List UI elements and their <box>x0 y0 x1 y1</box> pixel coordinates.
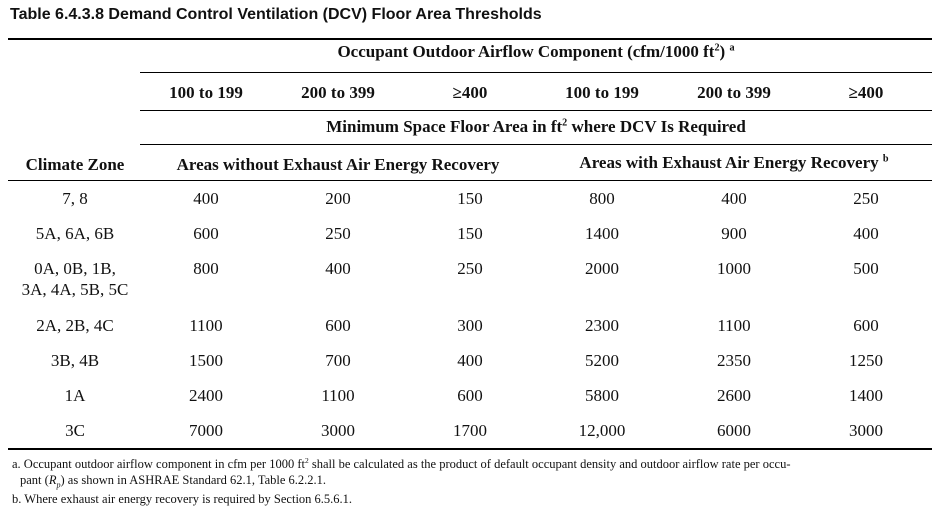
footnote-a: a. Occupant outdoor airflow component in… <box>12 455 791 490</box>
table-cell: 400 <box>325 259 351 278</box>
table-cell: 400 <box>721 189 747 208</box>
range-header: ≥400 <box>452 83 488 102</box>
range-header: 100 to 199 <box>169 83 243 102</box>
table-title: Table 6.4.3.8 Demand Control Ventilation… <box>10 6 542 23</box>
table-cell: 250 <box>325 224 351 243</box>
range-header: 200 to 399 <box>697 83 771 102</box>
table-cell: 2000 <box>585 259 619 278</box>
climate-zone-cell: 3C <box>65 421 85 440</box>
climate-zone-cell: 3B, 4B <box>50 351 100 370</box>
table-cell: 300 <box>457 316 483 335</box>
table-cell: 400 <box>193 189 219 208</box>
table-cell: 12,000 <box>578 421 626 440</box>
table-cell: 2350 <box>717 351 751 370</box>
header-rule-1 <box>140 72 932 73</box>
min-floor-area-header: Minimum Space Floor Area in ft2 where DC… <box>326 117 746 136</box>
table-bottom-rule <box>8 448 932 450</box>
table-cell: 6000 <box>717 421 751 440</box>
table-cell: 2400 <box>189 386 223 405</box>
table-cell: 800 <box>589 189 615 208</box>
occupant-airflow-header: Occupant Outdoor Airflow Component (cfm/… <box>337 42 735 61</box>
range-header: 100 to 199 <box>565 83 639 102</box>
table-cell: 1100 <box>717 316 751 335</box>
table-cell: 1500 <box>189 351 223 370</box>
table-cell: 400 <box>853 224 879 243</box>
footnote-b: b. Where exhaust air energy recovery is … <box>12 492 353 506</box>
range-header: 200 to 399 <box>301 83 375 102</box>
table-cell: 1000 <box>717 259 751 278</box>
table-cell: 3000 <box>849 421 883 440</box>
table-cell: 800 <box>193 259 219 278</box>
table-cell: 1700 <box>453 421 487 440</box>
header-rule-2 <box>140 110 932 111</box>
table-cell: 600 <box>457 386 483 405</box>
header-rule-3 <box>140 144 932 145</box>
table-cell: 150 <box>457 224 483 243</box>
climate-zone-cell: 3A, 4A, 5B, 5C <box>21 280 129 299</box>
table-cell: 1250 <box>849 351 883 370</box>
table-cell: 5200 <box>585 351 619 370</box>
table-cell: 250 <box>853 189 879 208</box>
table-cell: 700 <box>325 351 351 370</box>
with-recovery-header: Areas with Exhaust Air Energy Recovery b <box>579 153 889 172</box>
without-recovery-header: Areas without Exhaust Air Energy Recover… <box>176 155 500 174</box>
table-cell: 600 <box>193 224 219 243</box>
table-cell: 400 <box>457 351 483 370</box>
table-cell: 600 <box>325 316 351 335</box>
table-cell: 7000 <box>189 421 223 440</box>
table-cell: 3000 <box>321 421 355 440</box>
climate-zone-cell: 5A, 6A, 6B <box>35 224 115 243</box>
table-cell: 1400 <box>849 386 883 405</box>
climate-zone-header: Climate Zone <box>25 155 125 174</box>
table-cell: 1100 <box>321 386 355 405</box>
table-cell: 1400 <box>585 224 619 243</box>
top-rule <box>8 38 932 40</box>
table-cell: 2300 <box>585 316 619 335</box>
range-header: ≥400 <box>848 83 884 102</box>
table-cell: 150 <box>457 189 483 208</box>
table-cell: 200 <box>325 189 351 208</box>
table-cell: 250 <box>457 259 483 278</box>
table-cell: 1100 <box>189 316 223 335</box>
table-cell: 2600 <box>717 386 751 405</box>
table-cell: 600 <box>853 316 879 335</box>
climate-zone-cell: 0A, 0B, 1B, <box>34 259 116 278</box>
climate-zone-cell: 7, 8 <box>62 189 88 208</box>
table-cell: 500 <box>853 259 879 278</box>
table-cell: 900 <box>721 224 747 243</box>
header-bottom-rule <box>8 180 932 181</box>
table-cell: 5800 <box>585 386 619 405</box>
climate-zone-cell: 1A <box>64 386 86 405</box>
climate-zone-cell: 2A, 2B, 4C <box>36 316 114 335</box>
